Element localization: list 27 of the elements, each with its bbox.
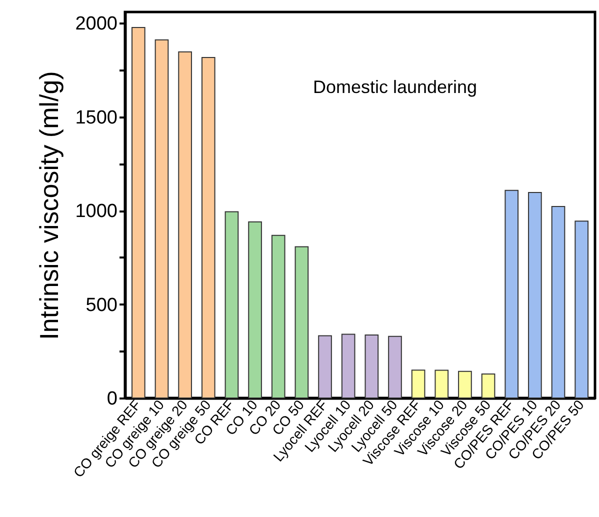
bar — [574, 220, 588, 398]
bar — [224, 211, 239, 398]
bar — [178, 51, 192, 398]
y-tick-label: 0 — [106, 388, 118, 410]
bar — [434, 370, 449, 398]
bar — [411, 370, 426, 398]
y-tick-label: 500 — [86, 294, 118, 316]
bar — [341, 334, 356, 398]
y-axis-title: Intrinsic viscosity (ml/g) — [34, 71, 64, 340]
bar — [201, 57, 216, 398]
annotation: Domestic laundering — [312, 77, 478, 97]
bar — [481, 374, 496, 398]
bar — [504, 190, 519, 398]
bar — [132, 27, 146, 398]
bar — [318, 335, 332, 398]
bar — [528, 192, 542, 398]
bar — [364, 334, 379, 398]
y-tick-label: 1000 — [75, 201, 118, 222]
bar — [154, 39, 169, 398]
bar — [551, 206, 566, 398]
y-tick-label: 1500 — [75, 107, 118, 128]
bar — [388, 336, 402, 398]
bar — [248, 221, 262, 398]
bar — [458, 370, 472, 398]
bar — [271, 234, 286, 398]
y-tick-label: 2000 — [75, 14, 118, 35]
bar — [294, 246, 309, 398]
